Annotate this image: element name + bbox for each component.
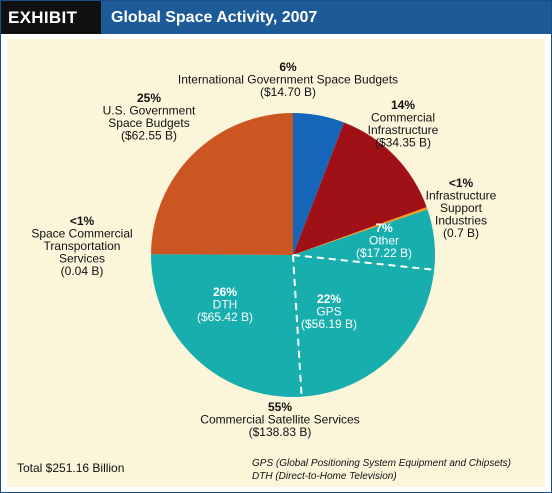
footnote-gps: GPS (Global Positioning System Equipment… — [252, 458, 511, 469]
chart-title: Global Space Activity, 2007 — [111, 9, 318, 26]
pie-slice — [151, 112, 293, 255]
slice-label: <1% Infrastructure Support Industries (0.7 B… — [426, 176, 497, 240]
pie-slice — [293, 122, 427, 256]
pie-slice — [293, 113, 345, 255]
total-label: Total $251.16 Billion — [17, 461, 124, 475]
pie-slice — [150, 254, 293, 255]
chart-panel: 6% International Government Space Budgets… — [7, 39, 545, 487]
slice-label: 22% GPS ($56.19 B) — [301, 292, 357, 331]
pie-chart: 6% International Government Space Budgets… — [17, 60, 511, 482]
footnote-dth: DTH (Direct-to-Home Television) — [252, 471, 397, 482]
pie-slice — [293, 255, 435, 397]
pie-slice — [293, 207, 428, 255]
slice-label: 25% U.S. Government Space Budgets ($62.55 B… — [103, 91, 196, 143]
group-label-commercial-satellite-services: 55% Commercial Satellite Services ($138.83… — [200, 400, 359, 439]
pie-slice — [293, 209, 436, 270]
pie-slice — [150, 254, 302, 398]
exhibit-label: EXHIBIT ES1. — [1, 1, 101, 60]
slice-label: 14% Commercial Infrastructure ($34.35 B) — [368, 98, 439, 150]
slice-label: 26% DTH ($65.42 B) — [197, 285, 253, 324]
slice-label: 7% Other ($17.22 B) — [356, 221, 412, 260]
title-bar: EXHIBIT ES1. Global Space Activity, 2007 — [1, 1, 551, 60]
slice-label: <1% Space Commercial Transportation Service… — [31, 214, 132, 278]
slice-label: 6% International Government Space Budgets… — [178, 60, 398, 99]
